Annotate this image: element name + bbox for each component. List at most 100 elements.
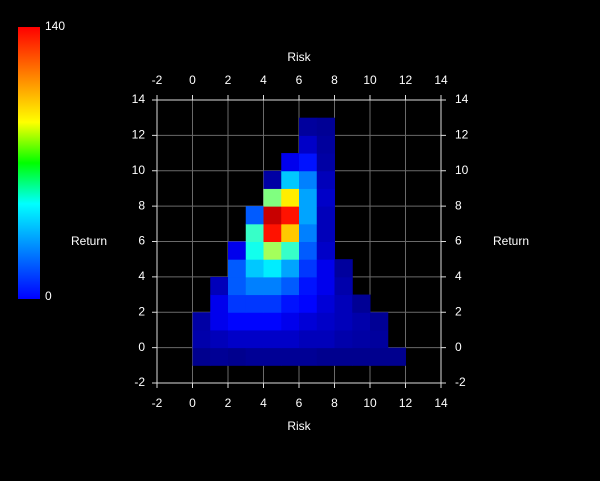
y-tick-label: 2 xyxy=(455,304,462,318)
x-tick-label: 8 xyxy=(331,396,338,410)
x-tick-label: 2 xyxy=(225,73,232,87)
heat-cell xyxy=(228,241,247,260)
heat-cell xyxy=(281,294,300,313)
heat-cell xyxy=(316,241,335,260)
y-tick-label: 6 xyxy=(455,234,462,248)
colorbar xyxy=(18,27,40,299)
heat-cell xyxy=(352,294,371,313)
heat-cell xyxy=(316,223,335,242)
x-tick-label: 2 xyxy=(225,396,232,410)
y-tick-label: 12 xyxy=(132,128,146,142)
heat-cell xyxy=(263,188,282,207)
y-tick-label: 0 xyxy=(455,340,462,354)
heat-cell xyxy=(245,329,264,349)
x-axis-label-bottom: Risk xyxy=(287,419,311,433)
heat-cell xyxy=(299,259,318,278)
colorbar-min-label: 0 xyxy=(45,289,52,303)
heat-cell xyxy=(281,347,300,366)
heat-cell xyxy=(281,153,300,172)
heat-cell xyxy=(245,241,264,260)
heat-cell xyxy=(263,223,282,242)
heat-cell xyxy=(245,276,264,296)
heat-cell xyxy=(334,259,353,278)
heat-cell xyxy=(281,259,300,278)
heat-cell xyxy=(334,329,353,349)
heat-cell xyxy=(245,312,264,331)
heat-cell xyxy=(299,329,318,349)
heat-cell xyxy=(299,347,318,366)
heat-cell xyxy=(316,312,335,331)
heat-cell xyxy=(263,312,282,331)
heat-cell xyxy=(316,259,335,278)
heat-cell xyxy=(228,329,247,349)
heat-cell xyxy=(281,312,300,331)
y-tick-label: 14 xyxy=(132,92,146,106)
x-tick-label: 14 xyxy=(434,73,448,87)
heat-cell xyxy=(316,276,335,296)
heat-cell xyxy=(316,170,335,189)
heat-cell xyxy=(352,312,371,331)
y-tick-label: 10 xyxy=(132,163,146,177)
x-tick-label: 6 xyxy=(296,396,303,410)
heat-cell xyxy=(299,312,318,331)
heat-cell xyxy=(228,294,247,313)
heat-cell xyxy=(316,188,335,207)
x-tick-label: 10 xyxy=(363,73,377,87)
heat-cell xyxy=(263,206,282,225)
heat-cell xyxy=(299,170,318,189)
heat-cell xyxy=(263,170,282,189)
x-axis-label-top: Risk xyxy=(287,50,311,64)
x-tick-label: -2 xyxy=(152,396,163,410)
heat-cell xyxy=(334,347,353,366)
heat-cell xyxy=(192,347,211,366)
heat-cell xyxy=(263,329,282,349)
y-tick-label: 6 xyxy=(138,234,145,248)
heat-cell xyxy=(192,329,211,349)
heat-cell xyxy=(228,347,247,366)
y-axis-label-left: Return xyxy=(71,234,107,248)
heat-cell xyxy=(210,312,229,331)
heat-cell xyxy=(299,117,318,136)
heat-cell xyxy=(299,294,318,313)
y-tick-label: 8 xyxy=(455,198,462,212)
heat-cell xyxy=(316,329,335,349)
heat-cell xyxy=(210,347,229,366)
heat-cell xyxy=(299,188,318,207)
heat-cell xyxy=(299,153,318,172)
y-tick-label: 12 xyxy=(455,128,469,142)
heat-cell xyxy=(370,329,389,349)
x-tick-label: 4 xyxy=(260,73,267,87)
heat-cell xyxy=(316,117,335,136)
x-tick-label: 4 xyxy=(260,396,267,410)
heat-cell xyxy=(228,259,247,278)
colorbar-max-label: 140 xyxy=(45,19,65,33)
heat-cell xyxy=(299,206,318,225)
x-tick-label: 6 xyxy=(296,73,303,87)
heat-cell xyxy=(263,294,282,313)
heat-cell xyxy=(281,206,300,225)
heat-cell xyxy=(210,294,229,313)
heat-cell xyxy=(228,276,247,296)
heat-cell xyxy=(281,223,300,242)
x-tick-label: 8 xyxy=(331,73,338,87)
y-tick-label: 4 xyxy=(138,269,145,283)
heat-cell xyxy=(316,206,335,225)
heat-cell xyxy=(263,241,282,260)
heat-cell xyxy=(263,347,282,366)
heat-cell xyxy=(387,347,406,366)
heat-cell xyxy=(263,276,282,296)
heat-cell xyxy=(281,329,300,349)
heat-cell xyxy=(281,170,300,189)
heat-cell xyxy=(334,312,353,331)
heat-cell xyxy=(334,294,353,313)
heat-cell xyxy=(192,312,211,331)
y-tick-label: 8 xyxy=(138,198,145,212)
heat-cell xyxy=(370,347,389,366)
y-tick-label: 14 xyxy=(455,92,469,106)
heat-cell xyxy=(245,259,264,278)
x-tick-label: 12 xyxy=(399,396,413,410)
heat-cell xyxy=(316,294,335,313)
x-tick-label: 10 xyxy=(363,396,377,410)
y-tick-label: -2 xyxy=(455,375,466,389)
